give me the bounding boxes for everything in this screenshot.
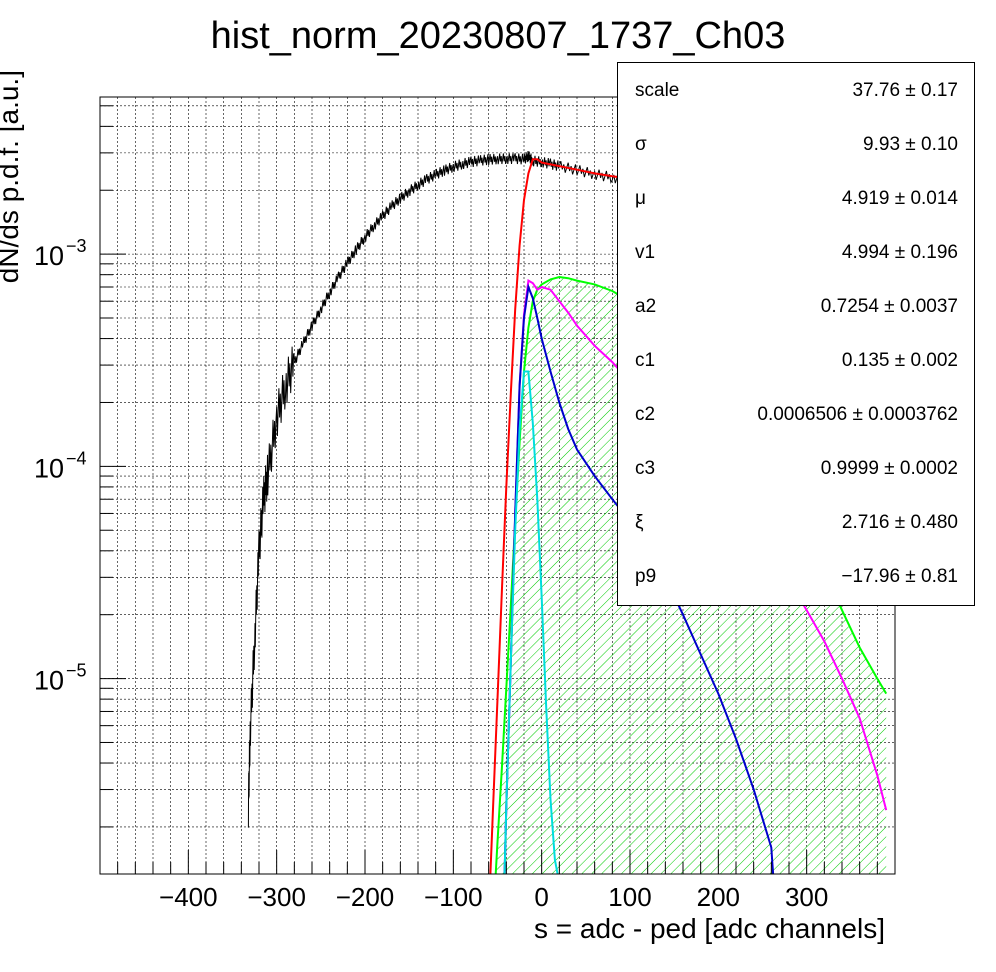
stat-key: c1 (635, 350, 656, 371)
stat-key: p9 (635, 566, 657, 587)
series-line-0 (247, 150, 631, 828)
stat-key: ξ (635, 512, 644, 533)
stat-key: σ (635, 134, 647, 155)
stat-value: 4.919 ± 0.014 (841, 188, 958, 209)
stat-value: 2.716 ± 0.480 (841, 512, 958, 533)
stat-key: c3 (635, 458, 656, 479)
y-tick-labels: 10−310−410−5 (34, 236, 87, 695)
series-line-5 (503, 370, 559, 874)
stat-row: σ 9.93 ± 0.10 (618, 117, 974, 171)
x-tick-label: 0 (534, 882, 548, 912)
stat-key: a2 (635, 296, 657, 317)
series-line-4 (503, 283, 775, 874)
stat-row: v1 4.994 ± 0.196 (618, 225, 974, 279)
y-tick-label: 10 (34, 666, 64, 696)
x-tick-labels: −400 −300 −200 −100 0 100 200 300 (159, 882, 828, 912)
stat-value: 4.994 ± 0.196 (841, 242, 958, 263)
x-tick-label: 300 (785, 882, 828, 912)
stat-value: 0.0006506 ± 0.0003762 (757, 404, 958, 425)
stat-value: 0.9999 ± 0.0002 (820, 458, 958, 479)
y-tick-exponent: −4 (66, 448, 87, 468)
x-tick-label: −400 (159, 882, 218, 912)
stat-key: v1 (635, 242, 656, 263)
x-tick-label: 100 (608, 882, 651, 912)
stat-value: 9.93 ± 0.10 (863, 134, 958, 155)
stat-row: a2 0.7254 ± 0.0037 (618, 279, 974, 333)
x-tick-label: 200 (697, 882, 740, 912)
stat-key: scale (635, 80, 680, 101)
stat-key: c2 (635, 404, 656, 425)
x-axis-label: s = adc - ped [adc channels] (534, 913, 885, 944)
axis-ticks (100, 105, 878, 874)
stat-row: c1 0.135 ± 0.002 (618, 333, 974, 387)
stat-row: c3 0.9999 ± 0.0002 (618, 441, 974, 495)
stat-value: 37.76 ± 0.17 (852, 80, 958, 101)
y-tick-label: 10 (34, 241, 64, 271)
y-tick-exponent: −3 (66, 236, 87, 256)
stat-row: c2 0.0006506 ± 0.0003762 (618, 387, 974, 441)
chart-title: hist_norm_20230807_1737_Ch03 (211, 15, 786, 57)
y-axis-label: dN/ds p.d.f. [a.u.] (0, 70, 24, 283)
stat-value: 0.135 ± 0.002 (841, 350, 958, 371)
x-tick-label: −200 (336, 882, 395, 912)
fit-stats-box: scale 37.76 ± 0.17 σ 9.93 ± 0.10 μ 4.919 ± 0.… (617, 62, 975, 606)
x-tick-label: −300 (247, 882, 306, 912)
stat-key: μ (635, 188, 646, 209)
x-tick-label: −100 (424, 882, 483, 912)
stat-value: −17.96 ± 0.81 (841, 566, 958, 587)
stat-value: 0.7254 ± 0.0037 (820, 296, 958, 317)
y-tick-exponent: −5 (66, 661, 87, 681)
stat-row: p9 −17.96 ± 0.81 (618, 549, 974, 603)
stat-row: ξ 2.716 ± 0.480 (618, 495, 974, 549)
stat-row: scale 37.76 ± 0.17 (618, 63, 974, 117)
stat-row: μ 4.919 ± 0.014 (618, 171, 974, 225)
y-tick-label: 10 (34, 453, 64, 483)
